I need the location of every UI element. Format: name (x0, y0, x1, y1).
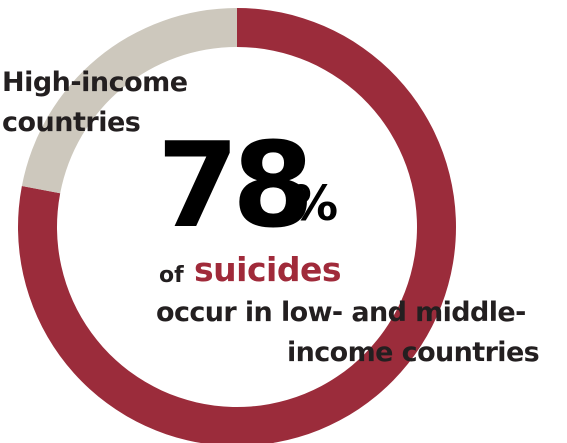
of-word: of (159, 263, 184, 288)
suicides-word: suicides (194, 250, 341, 289)
percent-sign: % (290, 176, 339, 232)
high-income-slice (21, 7, 238, 194)
donut-slices (18, 7, 456, 443)
low-middle-income-label-line-2: income countries (287, 337, 540, 368)
headline-percentage-number: 78 (157, 116, 314, 254)
high-income-label-line-1: High-income (2, 67, 188, 98)
low-middle-income-label-line-1: occur in low- and middle- (156, 297, 526, 328)
high-income-label-line-2: countries (2, 107, 141, 138)
